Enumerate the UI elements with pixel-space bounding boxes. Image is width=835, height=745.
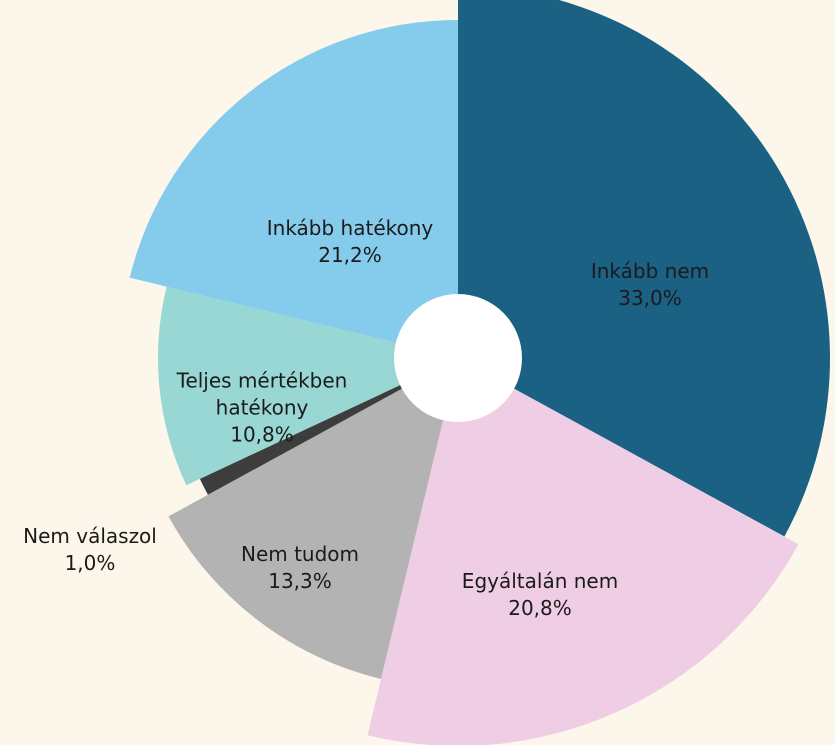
pie-slice: [129, 20, 459, 358]
value-label: 1,0%: [64, 551, 116, 575]
center-hole: [394, 294, 522, 422]
value-label: 13,3%: [268, 569, 332, 593]
category-label: Teljes mértékben hatékony: [176, 368, 348, 420]
category-label: Inkább hatékony: [266, 216, 434, 240]
slice-label: Teljes mértékben hatékony 10,8%: [172, 368, 352, 449]
pie-slice: [458, 0, 830, 537]
category-label: Inkább nem: [590, 259, 710, 283]
slice-label: Inkább nem 33,0%: [591, 258, 709, 312]
pie-slice: [199, 358, 458, 495]
category-label: Nem válaszol: [23, 524, 157, 548]
pie-slice: [168, 358, 458, 679]
value-label: 20,8%: [508, 596, 572, 620]
value-label: 21,2%: [318, 243, 382, 267]
slice-label: Egyáltalán nem 20,8%: [462, 568, 618, 622]
value-label: 10,8%: [230, 422, 294, 447]
slice-label: Nem válaszol 1,0%: [23, 523, 157, 577]
pie-slice: [157, 286, 458, 486]
slice-label: Inkább hatékony 21,2%: [267, 215, 434, 269]
value-label: 33,0%: [618, 286, 682, 310]
category-label: Nem tudom: [240, 542, 360, 566]
slice-label: Nem tudom 13,3%: [241, 541, 359, 595]
category-label: Egyáltalán nem: [461, 569, 619, 593]
pie-slice: [367, 358, 799, 745]
